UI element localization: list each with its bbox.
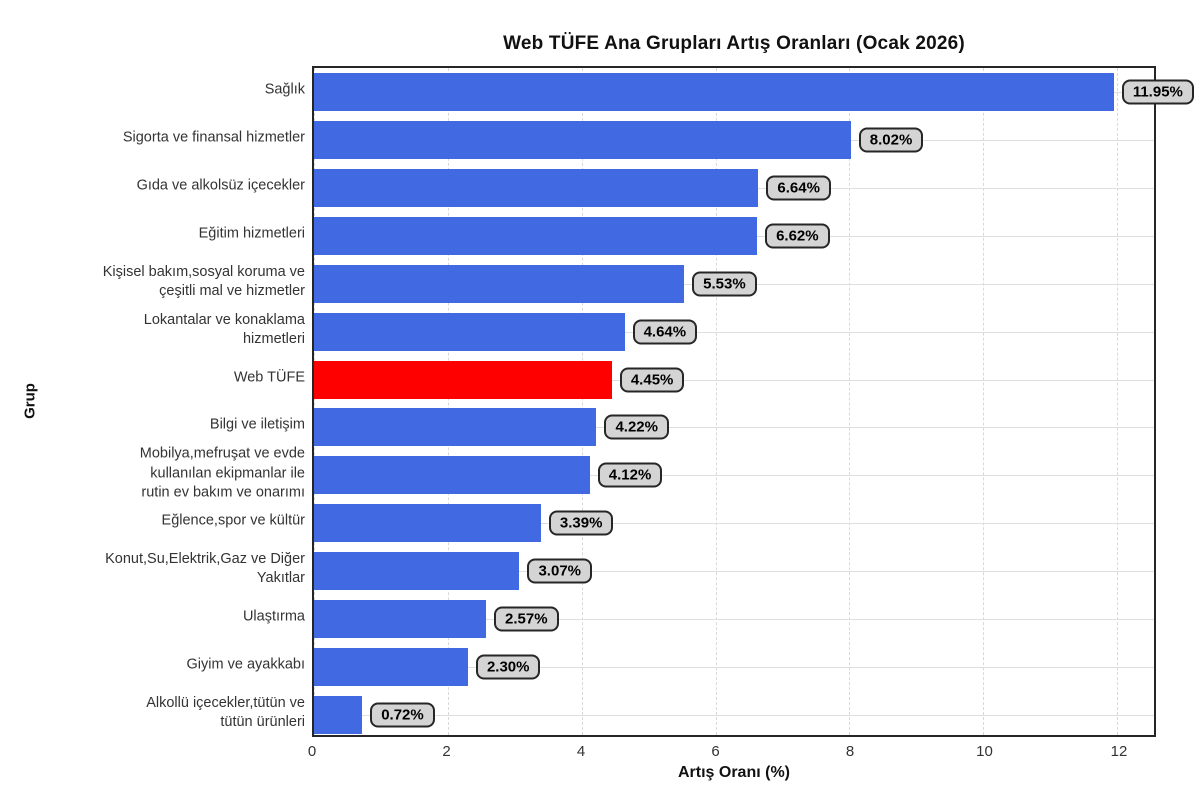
x-tick-label: 0 xyxy=(307,743,317,760)
bar xyxy=(314,216,758,255)
value-label: 6.64% xyxy=(766,175,831,201)
value-label: 4.12% xyxy=(597,462,663,488)
value-label: 2.57% xyxy=(494,606,559,632)
value-label: 8.02% xyxy=(858,127,924,153)
chart-title: Web TÜFE Ana Grupları Artış Oranları (Oc… xyxy=(503,33,965,54)
value-label: 4.64% xyxy=(632,319,698,345)
category-label: Konut,Su,Elektrik,Gaz ve Diğer Yakıtlar xyxy=(105,551,305,587)
bar xyxy=(314,72,1114,111)
bar xyxy=(314,168,759,207)
bar xyxy=(314,312,625,351)
bar xyxy=(314,648,468,687)
value-label: 4.22% xyxy=(604,414,669,440)
horizontal-gridline xyxy=(314,427,1154,429)
x-tick-label: 6 xyxy=(711,743,720,760)
horizontal-gridline xyxy=(314,475,1154,477)
value-label: 3.39% xyxy=(548,510,614,536)
x-tick-label: 2 xyxy=(442,743,451,760)
category-label: Ulaştırma xyxy=(242,608,305,625)
value-label: 11.95% xyxy=(1121,79,1194,105)
vertical-gridline xyxy=(581,68,583,735)
vertical-gridline xyxy=(849,68,851,735)
value-label: 4.45% xyxy=(619,367,685,393)
bar xyxy=(314,264,685,303)
bar xyxy=(314,552,520,591)
vertical-gridline xyxy=(447,68,449,735)
bar xyxy=(314,120,851,159)
horizontal-gridline xyxy=(314,667,1154,669)
x-axis-label: Artış Oranı (%) xyxy=(677,764,790,781)
value-label: 2.30% xyxy=(475,654,541,680)
category-label: Mobilya,mefruşat ve evde kullanılan ekip… xyxy=(139,445,305,500)
horizontal-gridline xyxy=(314,331,1154,333)
category-label: Eğlence,spor ve kültür xyxy=(161,512,305,529)
highlight-bar xyxy=(314,360,612,399)
category-label: Alkollü içecekler,tütün ve tütün ürünler… xyxy=(146,694,305,731)
horizontal-gridline xyxy=(314,571,1154,573)
horizontal-gridline xyxy=(314,523,1154,525)
horizontal-gridline xyxy=(314,715,1154,717)
value-label: 3.07% xyxy=(527,558,593,584)
category-label: Kişisel bakım,sosyal koruma ve çeşitli m… xyxy=(102,263,305,299)
x-tick-label: 8 xyxy=(845,743,855,760)
value-label: 6.62% xyxy=(765,223,830,249)
vertical-gridline xyxy=(715,68,717,735)
category-label: Giyim ve ayakkabı xyxy=(186,656,305,673)
bar xyxy=(314,696,363,735)
horizontal-gridline xyxy=(314,379,1154,381)
bar xyxy=(314,504,541,543)
bar xyxy=(314,408,597,447)
category-label: Sigorta ve finansal hizmetler xyxy=(122,129,305,146)
category-label: Gıda ve alkolsüz içecekler xyxy=(136,177,305,194)
category-label: Web TÜFE xyxy=(233,368,305,385)
plot-area: 11.95% 8.02% 6.64% 6.62% 5.53% 4.64% 4.45% 4.22… xyxy=(312,66,1194,737)
x-axis-ticks: 0 2 4 6 8 10 12 xyxy=(308,743,1156,763)
bar xyxy=(314,600,487,639)
category-label: Lokantalar ve konaklama hizmetleri xyxy=(143,311,305,347)
vertical-gridline xyxy=(1117,68,1119,735)
horizontal-gridline xyxy=(314,619,1154,621)
category-label: Bilgi ve iletişim xyxy=(209,416,305,433)
value-label: 5.53% xyxy=(692,271,757,297)
value-label: 0.72% xyxy=(370,702,435,728)
x-tick-label: 4 xyxy=(576,743,586,760)
x-tick-label: 10 xyxy=(976,743,993,760)
category-label: Eğitim hizmetleri xyxy=(198,225,305,242)
x-tick-label: 12 xyxy=(1110,743,1128,760)
bar xyxy=(314,456,590,495)
vertical-gridline xyxy=(983,68,985,735)
category-label: Sağlık xyxy=(264,81,305,98)
vertical-gridline xyxy=(314,68,315,735)
